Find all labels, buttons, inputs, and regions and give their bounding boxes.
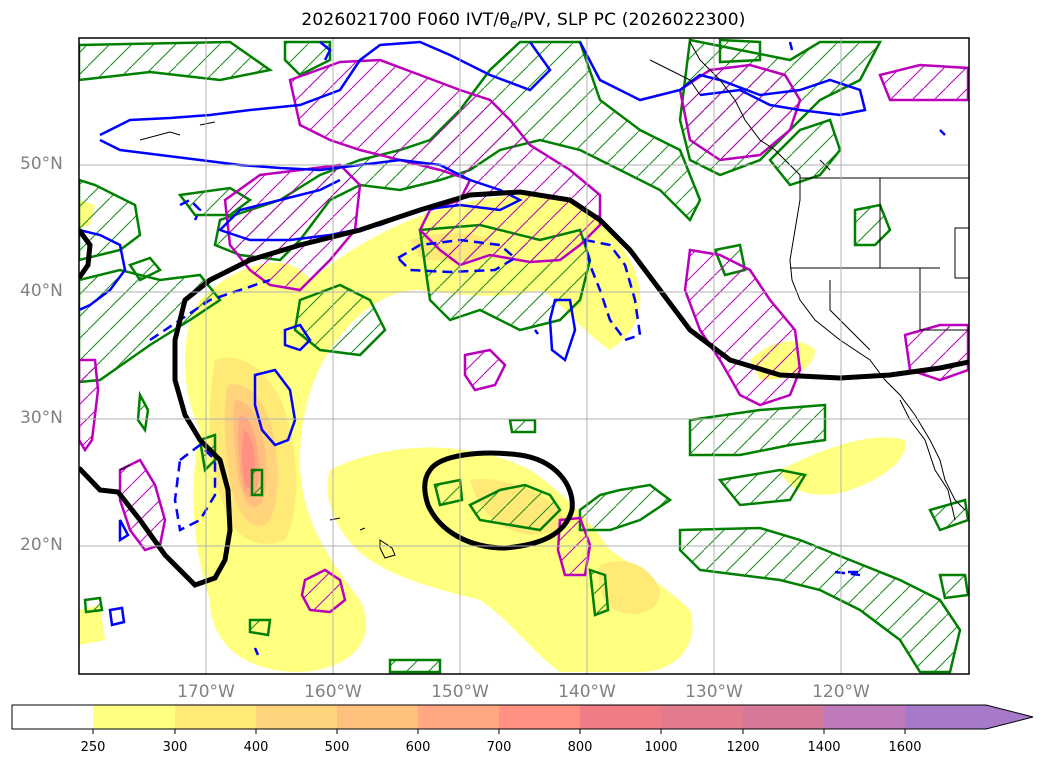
lat-label-20n: 20°N: [20, 535, 63, 555]
pv-dashed-contours: [149, 198, 861, 577]
colorbar-bin: [175, 705, 256, 729]
lon-label-130w: 130°W: [685, 682, 743, 702]
colorbar-tick-label: 1200: [726, 740, 760, 755]
colorbar-tick-label: 400: [243, 740, 269, 755]
lon-label-170w: 170°W: [177, 682, 235, 702]
colorbar-bin: [256, 705, 337, 729]
colorbar-tick-label: 600: [405, 740, 431, 755]
colorbar-extend-arrow: [986, 705, 1033, 729]
colorbar-bin: [824, 705, 905, 729]
slp-contours: [79, 189, 969, 588]
colorbar-tick-label: 1000: [644, 740, 678, 755]
colorbar-bin: [499, 705, 580, 729]
lat-label-30n: 30°N: [20, 408, 63, 428]
colorbar-bin: [743, 705, 824, 729]
colorbar-bin: [418, 705, 499, 729]
colorbar-tick-label: 250: [80, 740, 106, 755]
lon-label-120w: 120°W: [812, 682, 870, 702]
colorbar-bin: [580, 705, 661, 729]
colorbar-outline: [11, 704, 1034, 730]
colorbar-tick-label: 1600: [888, 740, 922, 755]
lat-label-50n: 50°N: [20, 154, 63, 174]
coastlines: [119, 41, 969, 559]
colorbar-tick-label: 1400: [807, 740, 841, 755]
lon-label-140w: 140°W: [558, 682, 616, 702]
gridlines: [79, 38, 969, 674]
colorbar-tick-label: 300: [162, 740, 188, 755]
lat-label-40n: 40°N: [20, 281, 63, 301]
colorbar-bin: [12, 705, 93, 729]
colorbar-tick-label: 800: [567, 740, 593, 755]
map-title: 2026021700 F060 IVT/θe/PV, SLP PC (20260…: [301, 10, 746, 31]
map-frame: [78, 37, 970, 675]
lon-label-150w: 150°W: [431, 682, 489, 702]
colorbar-tick-label: 500: [324, 740, 350, 755]
colorbar-bin: [905, 705, 986, 729]
colorbar-bin: [93, 705, 175, 729]
colorbar: [11, 704, 1034, 734]
colorbar-bin: [337, 705, 418, 729]
colorbar-tick-label: 700: [486, 740, 512, 755]
colorbar-bin: [661, 705, 743, 729]
lon-label-160w: 160°W: [304, 682, 362, 702]
